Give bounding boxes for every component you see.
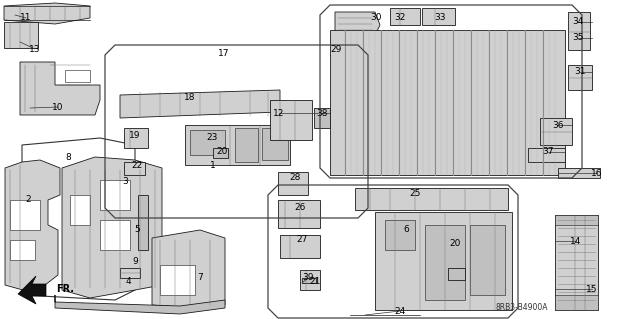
Polygon shape — [138, 195, 148, 250]
Polygon shape — [10, 240, 35, 260]
Text: 33: 33 — [435, 12, 445, 21]
Text: 11: 11 — [20, 13, 32, 23]
Polygon shape — [10, 200, 40, 230]
Text: 10: 10 — [52, 102, 64, 112]
Text: 12: 12 — [273, 108, 285, 117]
Polygon shape — [385, 220, 415, 250]
Polygon shape — [568, 12, 590, 50]
Polygon shape — [280, 235, 320, 258]
Text: 35: 35 — [572, 33, 584, 42]
Text: 9: 9 — [132, 256, 138, 265]
Text: 31: 31 — [574, 68, 586, 77]
Polygon shape — [124, 162, 145, 175]
Polygon shape — [185, 125, 290, 165]
Text: 6: 6 — [403, 225, 409, 234]
Text: 23: 23 — [206, 133, 218, 143]
Text: 36: 36 — [552, 121, 564, 130]
Text: 5: 5 — [134, 226, 140, 234]
Text: 21: 21 — [309, 278, 321, 286]
Polygon shape — [55, 295, 225, 314]
Polygon shape — [152, 230, 225, 308]
Polygon shape — [555, 295, 598, 310]
Polygon shape — [558, 168, 600, 178]
Text: 3: 3 — [122, 177, 128, 187]
Text: 20: 20 — [449, 239, 461, 248]
Text: 8: 8 — [65, 152, 71, 161]
Polygon shape — [528, 148, 565, 162]
Text: 37: 37 — [542, 147, 554, 157]
Polygon shape — [100, 180, 130, 210]
Polygon shape — [375, 212, 512, 310]
Text: 1: 1 — [210, 161, 216, 170]
Polygon shape — [335, 12, 380, 35]
Polygon shape — [124, 128, 148, 148]
Polygon shape — [270, 100, 312, 140]
Polygon shape — [5, 160, 60, 292]
Polygon shape — [70, 195, 90, 225]
Text: 38: 38 — [316, 108, 328, 117]
Text: 13: 13 — [29, 44, 41, 54]
Text: 26: 26 — [294, 204, 306, 212]
Polygon shape — [314, 108, 330, 128]
Text: FR.: FR. — [56, 284, 74, 294]
Text: 30: 30 — [371, 13, 381, 23]
Text: 34: 34 — [572, 18, 584, 26]
Text: 22: 22 — [131, 161, 143, 170]
Polygon shape — [555, 215, 598, 310]
Polygon shape — [213, 148, 228, 158]
Polygon shape — [470, 225, 505, 295]
Polygon shape — [330, 30, 565, 175]
Text: 4: 4 — [125, 278, 131, 286]
Polygon shape — [4, 3, 90, 24]
Text: 28: 28 — [289, 173, 301, 182]
Text: 14: 14 — [570, 236, 582, 246]
Polygon shape — [18, 276, 46, 304]
Text: 27: 27 — [296, 235, 308, 244]
Polygon shape — [20, 62, 100, 115]
Text: 32: 32 — [394, 12, 406, 21]
Text: 7: 7 — [197, 272, 203, 281]
Polygon shape — [278, 200, 320, 228]
Polygon shape — [422, 8, 455, 25]
Polygon shape — [278, 172, 308, 195]
Polygon shape — [568, 65, 592, 90]
Polygon shape — [425, 225, 465, 300]
Text: 39: 39 — [302, 273, 314, 283]
Polygon shape — [390, 8, 420, 25]
Text: 29: 29 — [330, 46, 342, 55]
Text: 24: 24 — [394, 307, 406, 315]
Text: 2: 2 — [25, 195, 31, 204]
Polygon shape — [120, 268, 140, 278]
Text: 25: 25 — [410, 189, 420, 198]
Text: 15: 15 — [586, 285, 598, 293]
Polygon shape — [302, 278, 316, 283]
Text: 19: 19 — [129, 131, 141, 140]
Polygon shape — [555, 215, 598, 225]
Polygon shape — [540, 118, 572, 145]
Text: 8RB3-B4900A: 8RB3-B4900A — [495, 303, 547, 313]
Polygon shape — [355, 188, 508, 210]
Text: 16: 16 — [591, 168, 603, 177]
Polygon shape — [4, 22, 38, 48]
Text: 17: 17 — [218, 48, 230, 57]
Polygon shape — [448, 268, 465, 280]
Polygon shape — [62, 157, 162, 298]
Polygon shape — [262, 128, 288, 160]
Polygon shape — [65, 70, 90, 82]
Polygon shape — [300, 270, 320, 290]
Polygon shape — [190, 130, 225, 155]
Text: 18: 18 — [184, 93, 196, 102]
Polygon shape — [100, 220, 130, 250]
Polygon shape — [120, 90, 280, 118]
Polygon shape — [160, 265, 195, 295]
Polygon shape — [235, 128, 258, 162]
Text: 20: 20 — [216, 146, 228, 155]
